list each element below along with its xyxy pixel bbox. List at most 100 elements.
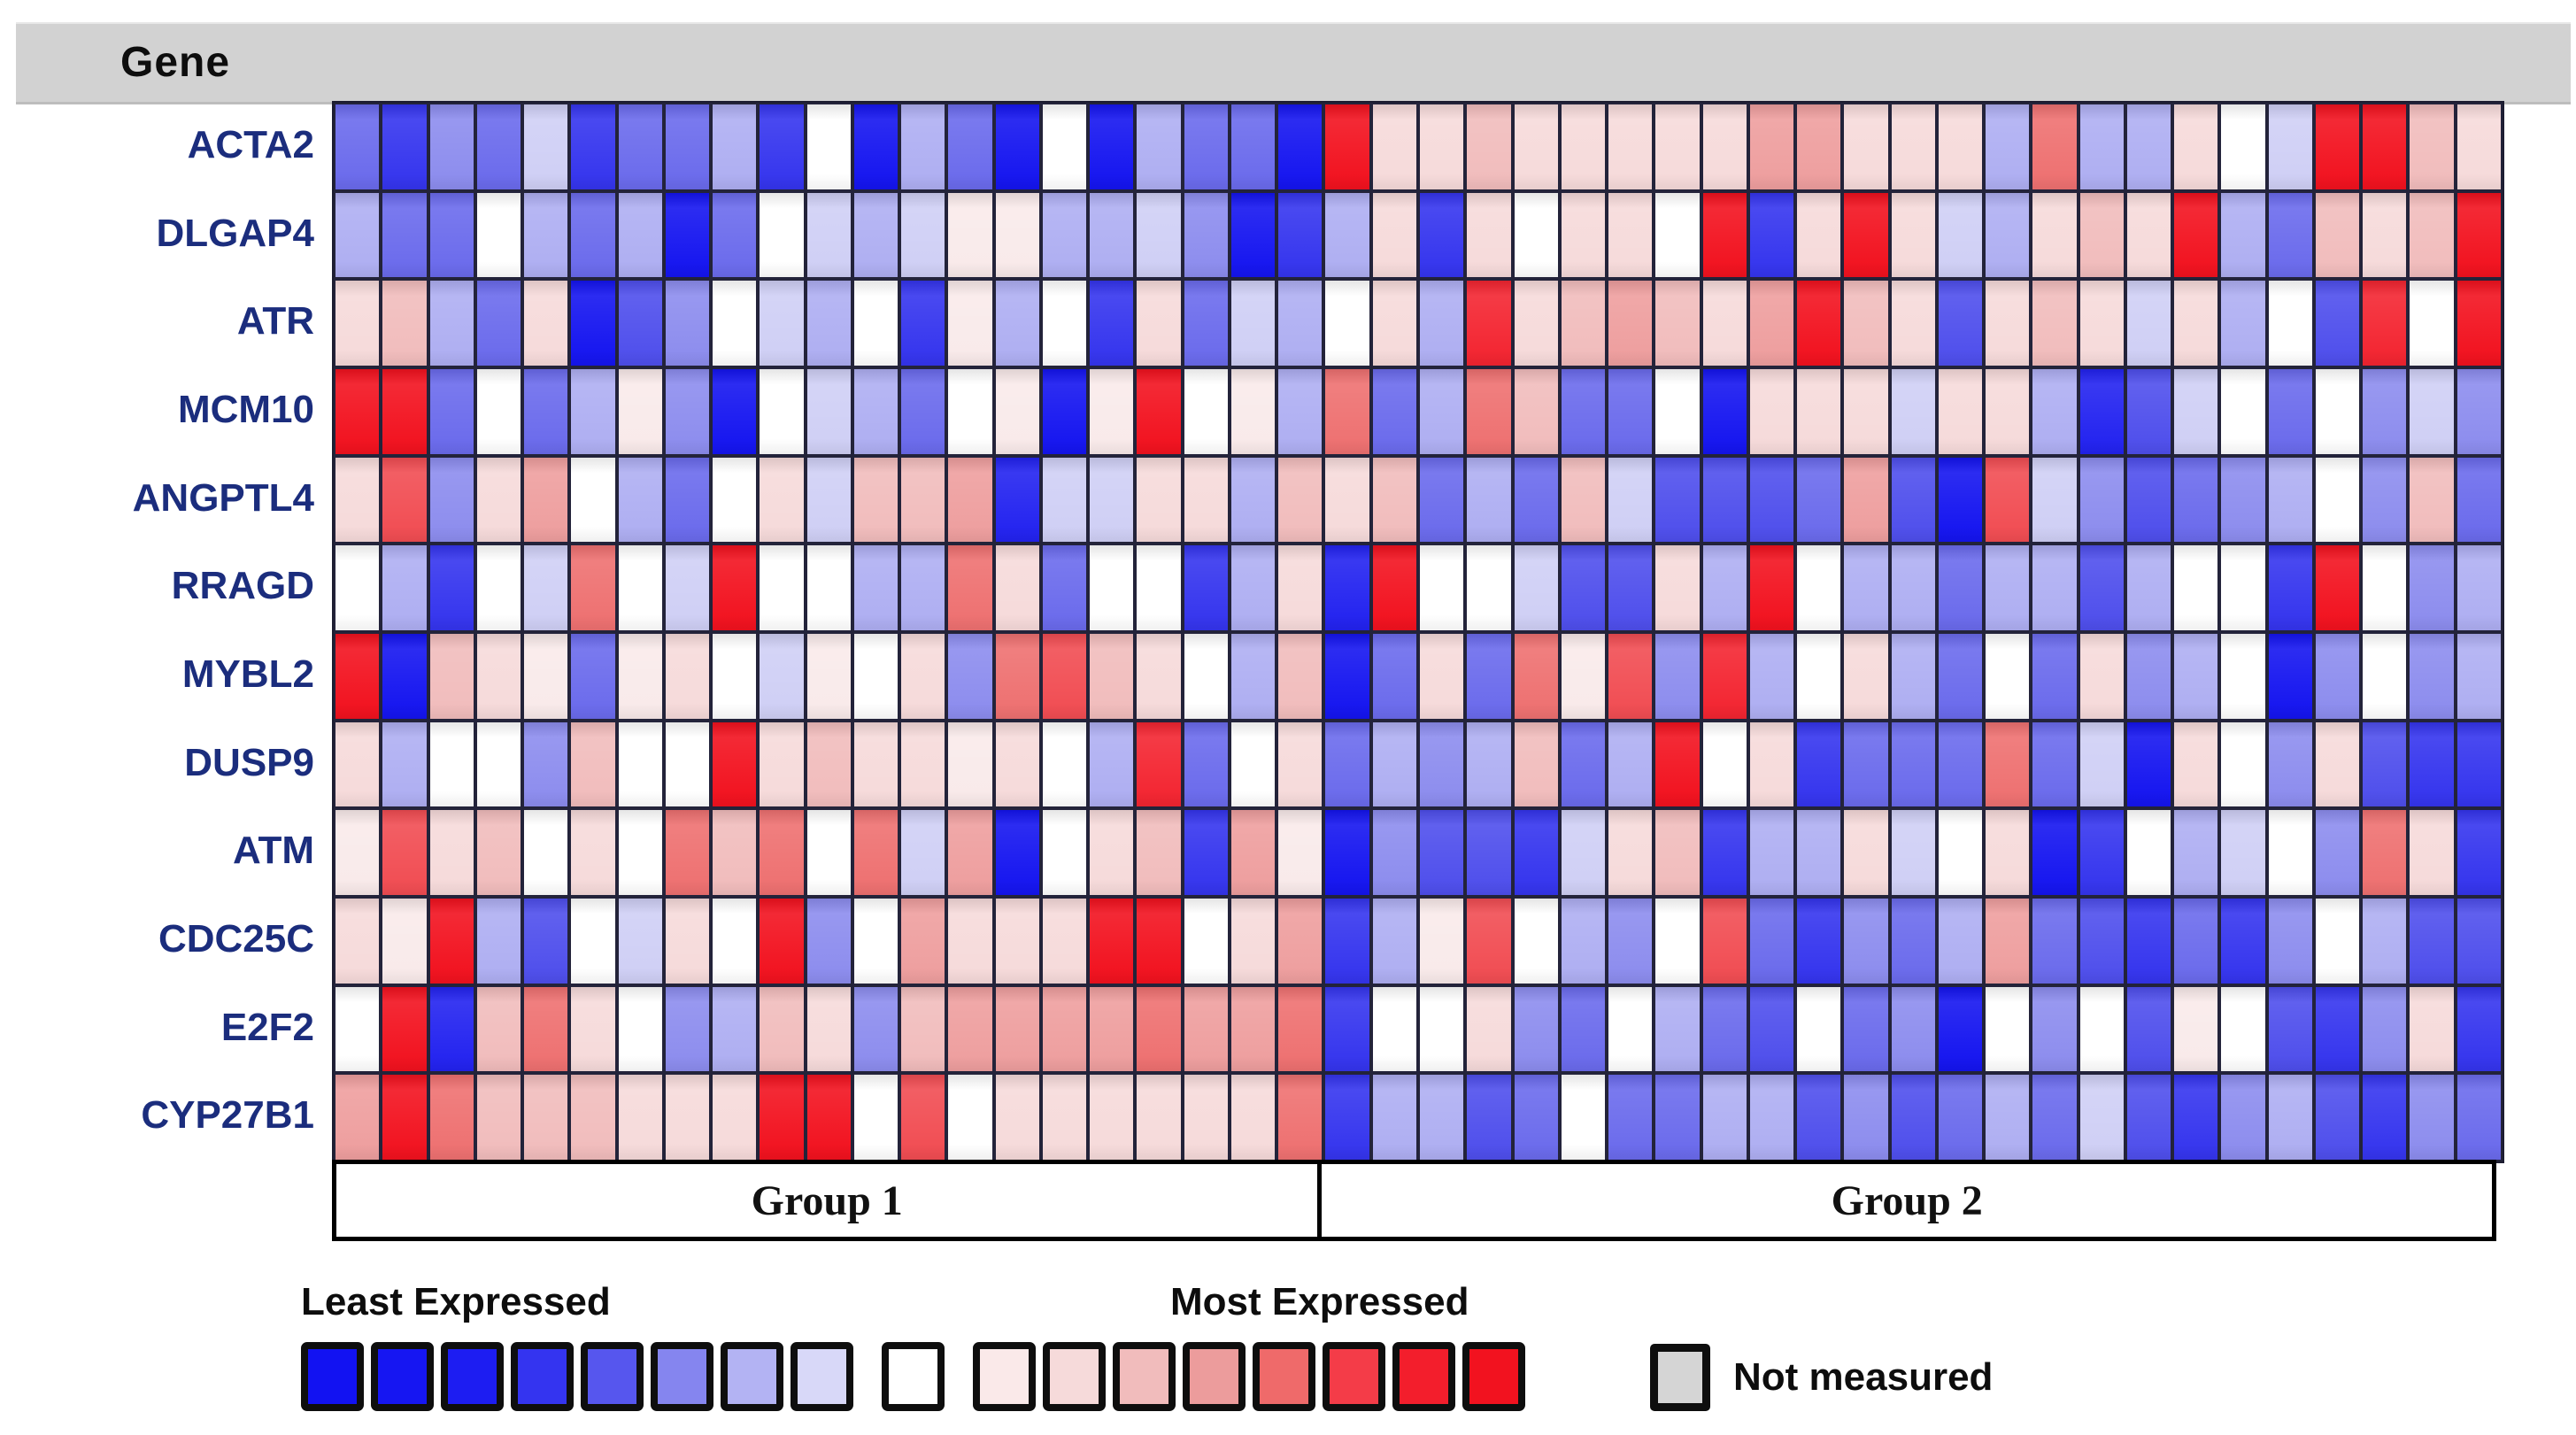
heatmap-cell [2078, 896, 2125, 985]
heatmap-cell [1276, 544, 1324, 632]
heatmap-cell [2455, 455, 2503, 544]
color-scale-swatch [1462, 1342, 1525, 1411]
heatmap-cell [1607, 544, 1654, 632]
heatmap-cell [1088, 720, 1136, 809]
heatmap-cell [1276, 1073, 1324, 1161]
heatmap-cell [2172, 1073, 2220, 1161]
heatmap-cell [2219, 544, 2267, 632]
heatmap-cell [899, 103, 947, 191]
heatmap-cell [852, 190, 900, 280]
heatmap-cell [758, 720, 806, 809]
heatmap-cell [1889, 808, 1937, 897]
heatmap-cell [1323, 103, 1371, 191]
heatmap-cell [334, 984, 382, 1074]
heatmap-cell [428, 279, 475, 367]
heatmap-cell [2408, 808, 2456, 897]
gene-label: ANGPTL4 [132, 475, 314, 520]
heatmap-cell [1135, 808, 1183, 897]
heatmap-cell [1323, 1073, 1371, 1161]
heatmap-cell [1417, 808, 1466, 897]
heatmap-cell [381, 808, 428, 897]
heatmap-cell [1842, 103, 1890, 191]
heatmap-cell [2313, 544, 2362, 632]
heatmap-cell [2455, 279, 2503, 367]
heatmap-cell [663, 455, 712, 544]
heatmap-cell [711, 103, 759, 191]
heatmap-cell [1842, 720, 1890, 809]
heatmap-cell [1654, 984, 1701, 1074]
heatmap-cell [1276, 103, 1324, 191]
heatmap-cell [2313, 720, 2362, 809]
heatmap-cell [1795, 279, 1843, 367]
heatmap-cell [616, 544, 664, 632]
heatmap-cell [1559, 279, 1608, 367]
heatmap-cell [2031, 455, 2079, 544]
heatmap-cell [334, 720, 382, 809]
heatmap-cell [1323, 808, 1371, 897]
heatmap-cell [1088, 1073, 1136, 1161]
heatmap-cell [1040, 103, 1089, 191]
heatmap-cell [1465, 808, 1513, 897]
heatmap-cell [1984, 544, 2032, 632]
heatmap-cell [2361, 455, 2409, 544]
not-measured-label: Not measured [1733, 1355, 1994, 1399]
heatmap-cell [1984, 984, 2032, 1074]
heatmap-cell [1795, 366, 1843, 456]
heatmap-cell [1182, 544, 1230, 632]
heatmap-cell [1607, 984, 1654, 1074]
heatmap-cell [1229, 896, 1277, 985]
heatmap-cell [1276, 190, 1324, 280]
heatmap-cell [1842, 631, 1890, 721]
heatmap-cell [2219, 1073, 2267, 1161]
color-scale-swatch [581, 1342, 644, 1411]
heatmap-cell [1417, 984, 1466, 1074]
group-bar: Group 1 Group 2 [332, 1160, 2501, 1241]
color-scale-swatch [1323, 1342, 1385, 1411]
heatmap-cell [1323, 455, 1371, 544]
heatmap-cell [2455, 896, 2503, 985]
heatmap-cell [2455, 808, 2503, 897]
heatmap-cell [2408, 366, 2456, 456]
heatmap-cell [522, 631, 570, 721]
heatmap-cell [1276, 808, 1324, 897]
heatmap-cell [2031, 366, 2079, 456]
heatmap-cell [2266, 366, 2314, 456]
heatmap-cell [1465, 984, 1513, 1074]
heatmap-cell [474, 190, 523, 280]
heatmap-cell [2361, 1073, 2409, 1161]
heatmap-cell [1936, 720, 1985, 809]
heatmap-cell [1889, 984, 1937, 1074]
heatmap-cell [381, 544, 428, 632]
heatmap-cell [1936, 984, 1985, 1074]
color-scale-swatch [1043, 1342, 1106, 1411]
heatmap-cell [428, 1073, 475, 1161]
heatmap-cell [1795, 190, 1843, 280]
heatmap-cell [1512, 544, 1560, 632]
heatmap-cell [1607, 190, 1654, 280]
heatmap-cell [2361, 720, 2409, 809]
heatmap-cell [381, 190, 428, 280]
heatmap-cell [2455, 366, 2503, 456]
heatmap-cell [1795, 1073, 1843, 1161]
heatmap-cell [1512, 279, 1560, 367]
heatmap-cell [1370, 366, 1418, 456]
heatmap-cell [1276, 279, 1324, 367]
heatmap-cell [2078, 544, 2125, 632]
heatmap-cell [1370, 279, 1418, 367]
heatmap-cell [1889, 631, 1937, 721]
heatmap-cell [1040, 190, 1089, 280]
heatmap-cell [1323, 720, 1371, 809]
heatmap-cell [616, 808, 664, 897]
heatmap-cell [805, 103, 852, 191]
heatmap-cell [334, 896, 382, 985]
heatmap-cell [474, 455, 523, 544]
heatmap-cell [1465, 544, 1513, 632]
heatmap-cell [758, 544, 806, 632]
heatmap-cell [1701, 103, 1748, 191]
heatmap-cell [1182, 455, 1230, 544]
heatmap-cell [1747, 984, 1796, 1074]
heatmap-cell [1512, 103, 1560, 191]
color-scale-swatch [721, 1342, 783, 1411]
heatmap-cell [2125, 544, 2173, 632]
heatmap-cell [2219, 984, 2267, 1074]
